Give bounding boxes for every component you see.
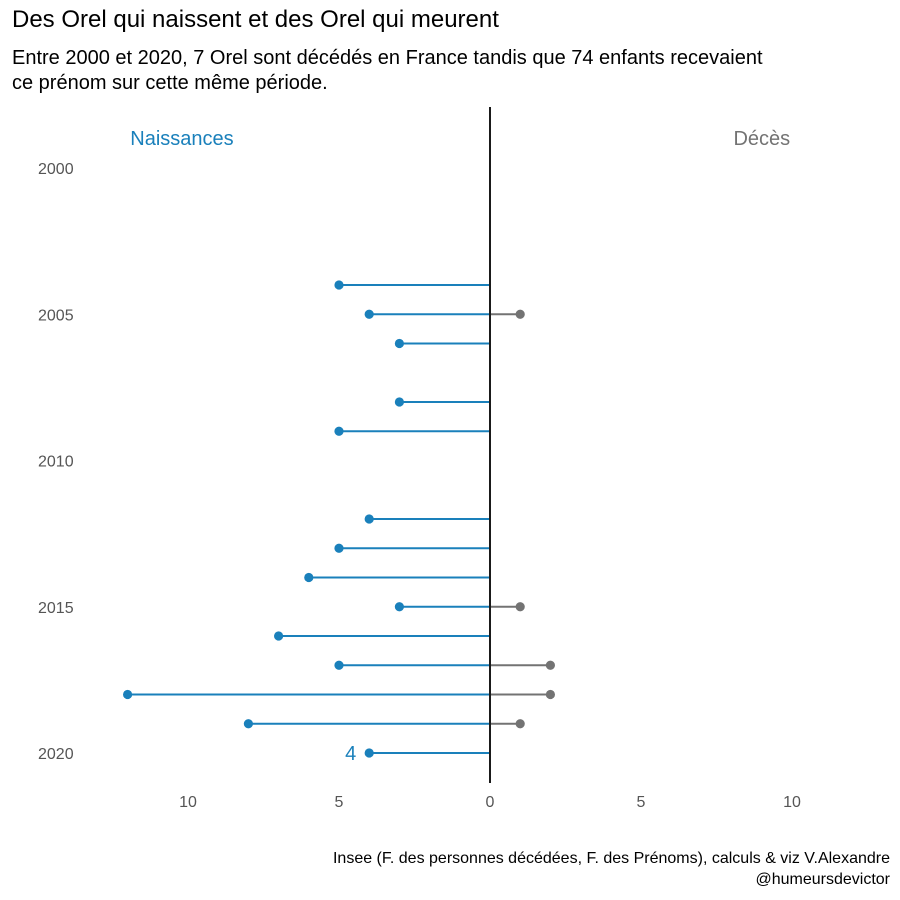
birth-point [243, 719, 253, 729]
birth-point [394, 602, 404, 612]
death-point [515, 309, 525, 319]
death-point [545, 660, 556, 670]
x-tick-labels: 10 5 0 5 10 [179, 794, 801, 811]
birth-point [274, 631, 284, 641]
y-tick-label: 2000 [38, 161, 74, 178]
birth-point [334, 426, 344, 436]
chart-subtitle: Entre 2000 et 2020, 7 Orel sont décédés … [12, 47, 763, 94]
x-tick-label: 5 [335, 794, 344, 811]
x-tick-label: 10 [783, 794, 801, 811]
birth-point [304, 572, 314, 583]
y-tick-label: 2020 [38, 746, 74, 763]
birth-point [334, 543, 344, 553]
y-tick-label: 2010 [38, 454, 74, 471]
birth-point [394, 397, 404, 407]
y-tick-label: 2015 [38, 600, 74, 617]
death-point [545, 689, 556, 700]
x-tick-label: 5 [637, 794, 646, 811]
chart-title: Des Orel qui naissent et des Orel qui me… [12, 6, 499, 33]
birth-point [334, 280, 344, 290]
y-tick-labels: 2000 2005 2010 2015 2020 [38, 161, 74, 763]
birth-point [364, 309, 374, 319]
series-label-births: Naissances [130, 128, 233, 150]
x-tick-label: 0 [486, 794, 495, 811]
birth-point [364, 514, 374, 524]
death-point [515, 719, 525, 729]
birth-point [394, 338, 404, 349]
birth-point [123, 689, 133, 700]
points [123, 280, 556, 758]
value-annotation: 4 [345, 743, 356, 765]
birth-point [364, 748, 374, 758]
source-caption: Insee (F. des personnes décédées, F. des… [332, 850, 890, 888]
stems [127, 284, 551, 754]
annotations: 4 [345, 743, 356, 765]
death-point [515, 602, 525, 612]
series-labels: Naissances Décès [130, 128, 790, 150]
x-tick-label: 10 [179, 794, 197, 811]
birth-point [334, 660, 344, 670]
series-label-deaths: Décès [733, 128, 790, 150]
y-tick-label: 2005 [38, 307, 74, 324]
